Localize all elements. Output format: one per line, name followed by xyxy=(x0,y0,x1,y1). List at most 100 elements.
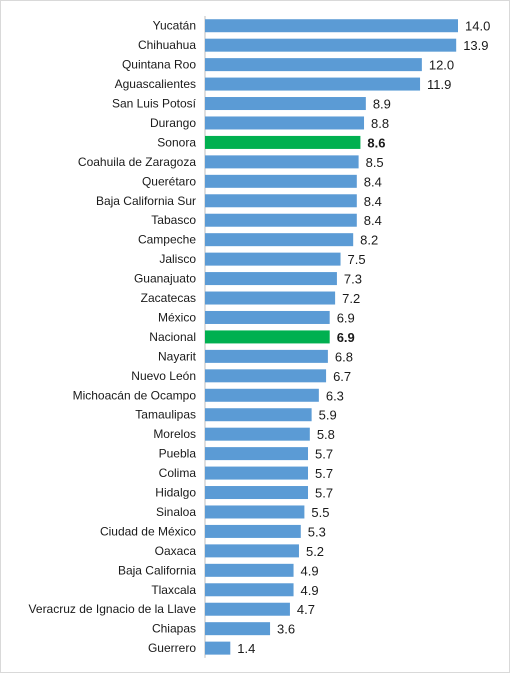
data-label-yucatan: 14.0 xyxy=(465,19,490,34)
data-label-guanajuato: 7.3 xyxy=(344,272,362,287)
category-label-chiapas: Chiapas xyxy=(152,622,196,636)
category-label-nuevo-leon: Nuevo León xyxy=(131,369,196,383)
bar-guerrero xyxy=(205,641,231,655)
data-label-baja-california: 4.9 xyxy=(301,563,319,578)
data-label-veracruz-de-ignacio-de-la-llave: 4.7 xyxy=(297,602,315,617)
category-label-campeche: Campeche xyxy=(138,233,196,247)
category-label-mexico: México xyxy=(158,310,196,324)
bar-nuevo-leon xyxy=(205,369,327,383)
bar-jalisco xyxy=(205,252,341,266)
category-label-san-luis-potosi: San Luis Potosí xyxy=(112,97,197,111)
category-label-hidalgo: Hidalgo xyxy=(155,486,196,500)
bar-mexico xyxy=(205,310,330,324)
category-label-morelos: Morelos xyxy=(153,427,196,441)
bar-oaxaca xyxy=(205,544,299,558)
category-label-tlaxcala: Tlaxcala xyxy=(151,583,196,597)
data-label-jalisco: 7.5 xyxy=(348,252,366,267)
data-label-chiapas: 3.6 xyxy=(277,622,295,637)
category-label-sonora: Sonora xyxy=(157,135,196,149)
data-label-tlaxcala: 4.9 xyxy=(301,583,319,598)
category-label-tabasco: Tabasco xyxy=(151,213,196,227)
category-label-puebla: Puebla xyxy=(159,447,197,461)
category-label-oaxaca: Oaxaca xyxy=(155,544,197,558)
bar-chiapas xyxy=(205,622,271,636)
bar-guanajuato xyxy=(205,272,337,286)
category-label-baja-california-sur: Baja California Sur xyxy=(96,194,196,208)
bar-tabasco xyxy=(205,213,357,227)
data-label-nayarit: 6.8 xyxy=(335,349,353,364)
category-label-yucatan: Yucatán xyxy=(153,19,196,33)
bar-queretaro xyxy=(205,174,357,188)
category-label-guanajuato: Guanajuato xyxy=(134,272,196,286)
data-label-nacional: 6.9 xyxy=(337,330,355,345)
bar-baja-california xyxy=(205,563,294,577)
category-label-nayarit: Nayarit xyxy=(158,349,197,363)
bar-morelos xyxy=(205,427,310,441)
bar-nacional xyxy=(205,330,330,344)
category-label-jalisco: Jalisco xyxy=(159,252,196,266)
category-label-aguascalientes: Aguascalientes xyxy=(115,77,196,91)
data-label-aguascalientes: 11.9 xyxy=(427,77,451,92)
bar-chihuahua xyxy=(205,38,457,52)
data-label-mexico: 6.9 xyxy=(337,310,355,325)
bar-nayarit xyxy=(205,349,328,363)
bar-puebla xyxy=(205,447,309,461)
category-label-baja-california: Baja California xyxy=(118,563,196,577)
category-label-quintana-roo: Quintana Roo xyxy=(122,58,196,72)
bar-baja-california-sur xyxy=(205,194,357,208)
bar-quintana-roo xyxy=(205,58,422,72)
bar-tamaulipas xyxy=(205,408,312,422)
category-label-durango: Durango xyxy=(150,116,196,130)
data-label-tamaulipas: 5.9 xyxy=(319,408,337,423)
data-label-durango: 8.8 xyxy=(371,116,389,131)
category-label-michoacan-de-ocampo: Michoacán de Ocampo xyxy=(73,388,197,402)
data-label-sonora: 8.6 xyxy=(367,135,385,150)
bar-hidalgo xyxy=(205,486,309,500)
data-label-guerrero: 1.4 xyxy=(237,641,255,656)
category-label-ciudad-de-mexico: Ciudad de México xyxy=(100,524,196,538)
data-label-san-luis-potosi: 8.9 xyxy=(373,97,391,112)
bar-colima xyxy=(205,466,309,480)
bar-michoacan-de-ocampo xyxy=(205,388,319,402)
data-label-coahuila-de-zaragoza: 8.5 xyxy=(366,155,384,170)
data-label-nuevo-leon: 6.7 xyxy=(333,369,351,384)
data-label-campeche: 8.2 xyxy=(360,233,378,248)
category-label-queretaro: Querétaro xyxy=(142,174,196,188)
data-label-baja-california-sur: 8.4 xyxy=(364,194,382,209)
bar-sonora xyxy=(205,135,361,149)
bar-veracruz-de-ignacio-de-la-llave xyxy=(205,602,290,616)
bar-coahuila-de-zaragoza xyxy=(205,155,359,169)
category-label-guerrero: Guerrero xyxy=(148,641,196,655)
category-label-nacional: Nacional xyxy=(149,330,196,344)
bar-tlaxcala xyxy=(205,583,294,597)
data-label-hidalgo: 5.7 xyxy=(315,486,333,501)
category-label-chihuahua: Chihuahua xyxy=(138,38,196,52)
data-label-queretaro: 8.4 xyxy=(364,174,382,189)
category-label-coahuila-de-zaragoza: Coahuila de Zaragoza xyxy=(78,155,196,169)
data-label-oaxaca: 5.2 xyxy=(306,544,324,559)
category-label-veracruz-de-ignacio-de-la-llave: Veracruz de Ignacio de la Llave xyxy=(29,602,197,616)
bar-sinaloa xyxy=(205,505,305,519)
data-label-michoacan-de-ocampo: 6.3 xyxy=(326,388,344,403)
data-label-sinaloa: 5.5 xyxy=(311,505,329,520)
bar-san-luis-potosi xyxy=(205,97,366,111)
data-label-tabasco: 8.4 xyxy=(364,213,382,228)
bar-zacatecas xyxy=(205,291,336,305)
bar-aguascalientes xyxy=(205,77,421,91)
category-label-zacatecas: Zacatecas xyxy=(141,291,196,305)
category-label-tamaulipas: Tamaulipas xyxy=(135,408,196,422)
data-label-puebla: 5.7 xyxy=(315,447,333,462)
bar-yucatan xyxy=(205,19,458,33)
category-label-sinaloa: Sinaloa xyxy=(156,505,196,519)
category-label-colima: Colima xyxy=(159,466,197,480)
bar-campeche xyxy=(205,233,354,247)
data-label-ciudad-de-mexico: 5.3 xyxy=(308,524,326,539)
data-label-chihuahua: 13.9 xyxy=(463,38,488,53)
data-label-morelos: 5.8 xyxy=(317,427,335,442)
bar-ciudad-de-mexico xyxy=(205,524,301,538)
data-label-colima: 5.7 xyxy=(315,466,333,481)
data-label-zacatecas: 7.2 xyxy=(342,291,360,306)
bar-durango xyxy=(205,116,365,130)
data-label-quintana-roo: 12.0 xyxy=(429,58,454,73)
